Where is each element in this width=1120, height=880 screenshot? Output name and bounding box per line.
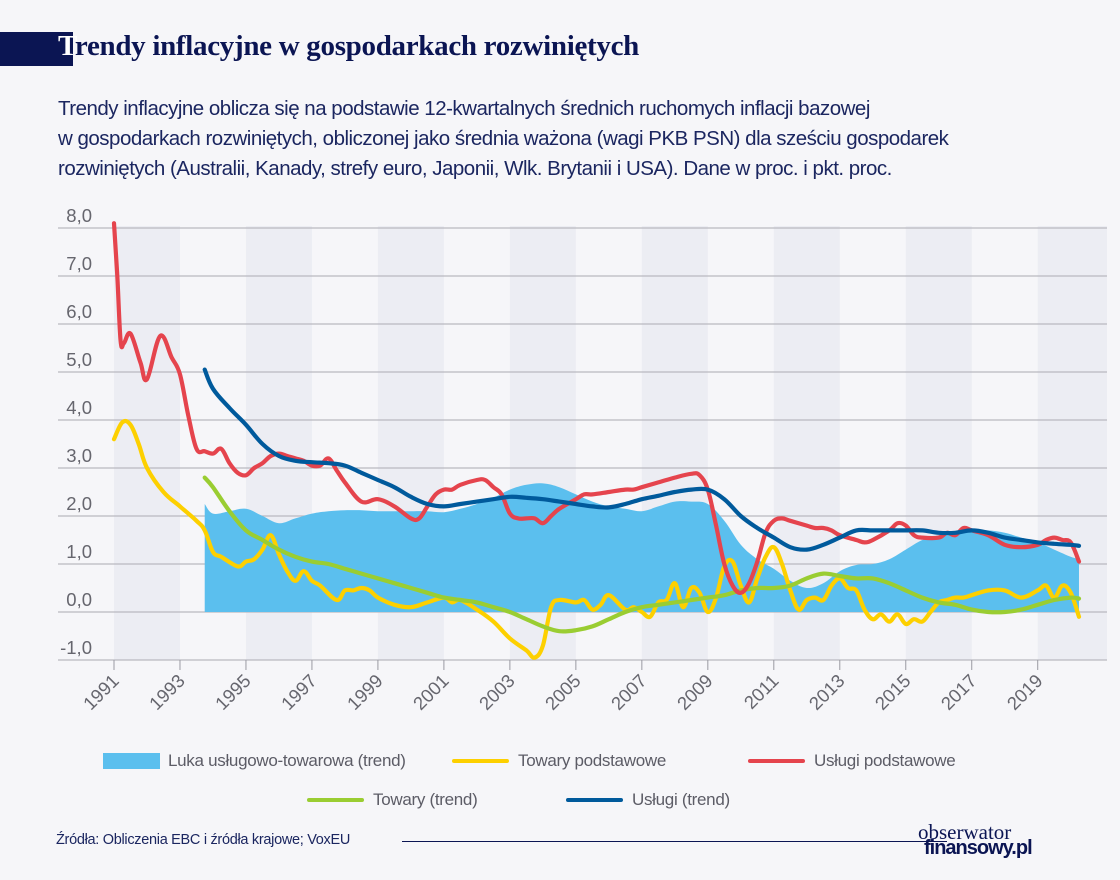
legend-item-uslugi-podstawowe: Usługi podstawowe — [748, 751, 956, 771]
legend-swatch-line — [748, 759, 805, 763]
source-note: Źródła: Obliczenia EBC i źródła krajowe;… — [56, 832, 351, 848]
series-uslugi-trend — [202, 367, 1082, 552]
subtitle-line: w gospodarkach rozwiniętych, obliczonej … — [58, 127, 949, 150]
legend-label: Towary (trend) — [373, 790, 478, 809]
y-tick-label: 3,0 — [66, 445, 92, 466]
year-band — [114, 226, 180, 660]
x-tick-label: 2009 — [673, 670, 717, 714]
x-tick-label: 2007 — [607, 670, 651, 714]
y-axis: -1,0 0,0 1,0 2,0 3,0 4,0 5,0 6,0 7,0 8,0 — [60, 205, 92, 658]
x-tick-label: 2019 — [1003, 670, 1047, 714]
subtitle-line: Trendy inflacyjne oblicza się na podstaw… — [58, 97, 870, 120]
x-tick-label: 2011 — [740, 670, 783, 713]
legend-swatch-area — [103, 753, 160, 769]
footer-divider — [402, 841, 947, 842]
legend-swatch-line — [307, 798, 364, 802]
logo-line1: obserwator — [918, 820, 1012, 844]
y-tick-label: -1,0 — [60, 637, 92, 658]
title-first-letter: T — [58, 30, 75, 62]
logo-line2: finansowy.pl — [924, 837, 1033, 859]
y-tick-label: 1,0 — [66, 541, 92, 562]
legend-label: Usługi (trend) — [632, 790, 730, 809]
x-tick-label: 2013 — [805, 670, 849, 714]
x-axis: 1991 1993 1995 1997 1999 2001 2003 2005 2007 2009… — [79, 660, 1047, 714]
legend-item-towary-trend: Towary (trend) — [307, 790, 478, 810]
legend-label: Towary podstawowe — [518, 751, 666, 770]
lines-layer — [111, 221, 1082, 660]
x-tick-label: 2001 — [409, 670, 453, 714]
x-tick-label: 2015 — [871, 670, 915, 714]
y-tick-label: 5,0 — [66, 349, 92, 370]
x-tick-label: 1997 — [277, 670, 321, 714]
legend-swatch-line — [452, 759, 509, 763]
subtitle-line: rozwiniętych (Australii, Kanady, strefy … — [58, 157, 892, 180]
y-tick-label: 0,0 — [66, 589, 92, 610]
x-tick-label: 2003 — [475, 670, 519, 714]
series-towary-podstawowe — [111, 418, 1082, 660]
legend-label: Usługi podstawowe — [814, 751, 956, 770]
x-tick-label: 2017 — [937, 670, 981, 714]
y-tick-label: 4,0 — [66, 397, 92, 418]
x-tick-label: 1999 — [343, 670, 387, 714]
series-uslugi-podstawowe — [111, 221, 1082, 595]
y-tick-label: 7,0 — [66, 253, 92, 274]
series-towary-trend — [202, 475, 1082, 634]
title-accent-bar — [0, 32, 73, 66]
x-tick-label: 1991 — [79, 670, 123, 714]
legend-item-uslugi-trend: Usługi (trend) — [566, 790, 730, 810]
x-tick-label: 1993 — [145, 670, 189, 714]
x-tick-label: 1995 — [211, 670, 255, 714]
title-rest: rendy inflacyjne w gospodarkach rozwinię… — [74, 30, 640, 62]
x-tick-label: 2005 — [541, 670, 585, 714]
legend-item-luka: Luka usługowo-towarowa (trend) — [103, 751, 406, 771]
chart-subtitle: Trendy inflacyjne oblicza się na podstaw… — [58, 94, 1098, 184]
legend-label: Luka usługowo-towarowa (trend) — [168, 751, 406, 770]
legend-swatch-line — [566, 798, 623, 802]
chart-title: Trendy inflacyjne w gospodarkach rozwini… — [58, 30, 639, 63]
y-tick-label: 8,0 — [66, 205, 92, 226]
publisher-logo: obserwator finansowy.pl — [918, 820, 1033, 859]
legend-item-towary-podstawowe: Towary podstawowe — [452, 751, 666, 771]
y-tick-label: 2,0 — [66, 493, 92, 514]
y-tick-label: 6,0 — [66, 301, 92, 322]
